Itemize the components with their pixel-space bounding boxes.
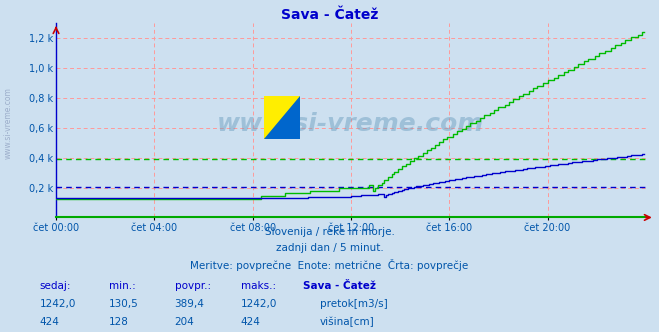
Text: 1242,0: 1242,0 xyxy=(40,299,76,309)
Text: Meritve: povprečne  Enote: metrične  Črta: povprečje: Meritve: povprečne Enote: metrične Črta:… xyxy=(190,259,469,271)
Text: 424: 424 xyxy=(241,317,260,327)
Text: 1242,0: 1242,0 xyxy=(241,299,277,309)
Text: pretok[m3/s]: pretok[m3/s] xyxy=(320,299,387,309)
Text: Sava - Čatež: Sava - Čatež xyxy=(281,8,378,22)
Polygon shape xyxy=(264,96,301,139)
Text: Slovenija / reke in morje.: Slovenija / reke in morje. xyxy=(264,227,395,237)
Text: 204: 204 xyxy=(175,317,194,327)
Text: www.si-vreme.com: www.si-vreme.com xyxy=(4,87,13,159)
Text: 424: 424 xyxy=(40,317,59,327)
Text: povpr.:: povpr.: xyxy=(175,281,211,290)
Text: 389,4: 389,4 xyxy=(175,299,204,309)
Text: 128: 128 xyxy=(109,317,129,327)
Text: www.si-vreme.com: www.si-vreme.com xyxy=(217,112,484,136)
Text: 130,5: 130,5 xyxy=(109,299,138,309)
Text: min.:: min.: xyxy=(109,281,136,290)
Text: Sava - Čatež: Sava - Čatež xyxy=(303,281,376,290)
Text: sedaj:: sedaj: xyxy=(40,281,71,290)
Text: maks.:: maks.: xyxy=(241,281,275,290)
Polygon shape xyxy=(264,96,301,139)
Text: višina[cm]: višina[cm] xyxy=(320,317,374,327)
Text: zadnji dan / 5 minut.: zadnji dan / 5 minut. xyxy=(275,243,384,253)
